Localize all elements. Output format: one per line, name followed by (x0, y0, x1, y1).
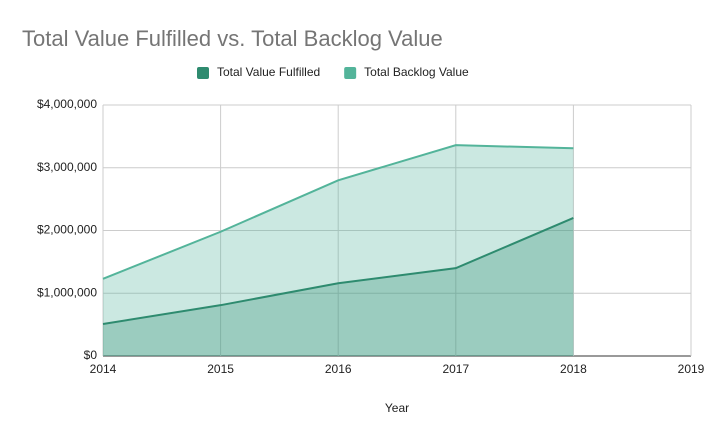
line (102, 217, 574, 325)
area (103, 145, 574, 356)
chart-title: Total Value Fulfilled vs. Total Backlog … (22, 26, 443, 51)
x-tick-label: 2019 (678, 362, 705, 376)
y-tick-label: $1,000,000 (37, 285, 97, 299)
x-tick-label: 2016 (325, 362, 352, 376)
x-tick-label: 2015 (207, 362, 234, 376)
x-axis-title: Year (385, 401, 409, 415)
x-tick-label: 2014 (90, 362, 117, 376)
y-tick-label: $2,000,000 (37, 223, 97, 237)
legend-label: Total Value Fulfilled (217, 65, 320, 79)
area (103, 217, 574, 356)
legend-label: Total Backlog Value (364, 65, 469, 79)
y-tick-label: $3,000,000 (37, 160, 97, 174)
legend-swatch (344, 67, 357, 79)
y-tick-label: $4,000,000 (37, 97, 97, 111)
y-tick-label: $0 (84, 348, 98, 362)
x-tick-label: 2017 (442, 362, 469, 376)
legend-swatch (197, 67, 209, 79)
x-tick-label: 2018 (560, 362, 587, 376)
line (102, 144, 574, 280)
